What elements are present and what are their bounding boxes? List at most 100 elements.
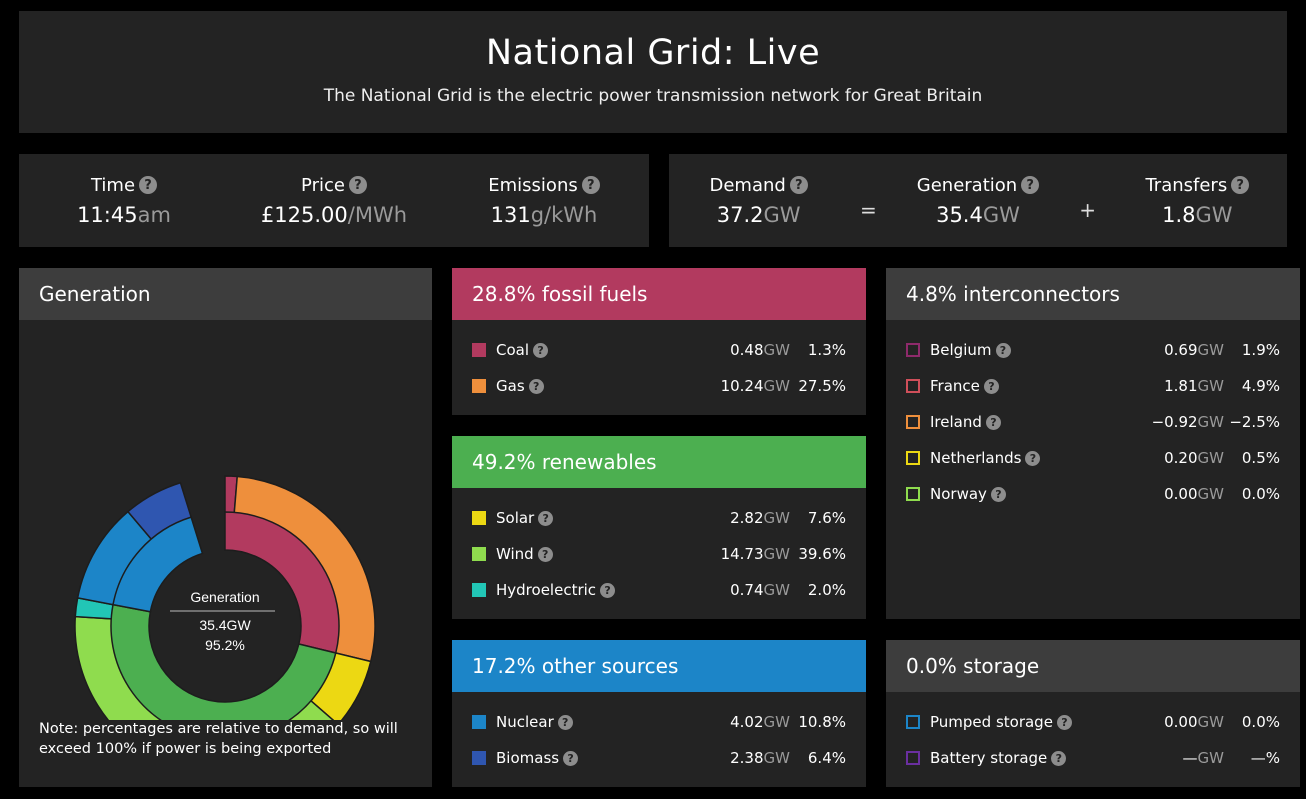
storage-card: 0.0% storage Pumped storage? 0.00GW 0.0% Ba… [886, 640, 1300, 787]
source-pct: 1.9% [1241, 341, 1280, 359]
help-icon[interactable]: ? [348, 176, 367, 194]
price-value: £125.00 [260, 202, 348, 227]
inner-slice-fossil-fuels[interactable] [224, 511, 340, 654]
help-icon[interactable]: ? [983, 378, 999, 394]
source-gw-value: 0.69 [1164, 341, 1198, 359]
help-icon[interactable]: ? [533, 342, 549, 358]
source-name: Coal? [496, 341, 680, 359]
source-gw: 4.02GW [680, 713, 790, 731]
color-swatch [472, 715, 486, 729]
source-row-belgium: Belgium? 0.69GW 1.9% [886, 332, 1300, 368]
source-name: Biomass? [496, 749, 680, 767]
source-gw-unit: GW [1197, 749, 1224, 767]
help-icon[interactable]: ? [1021, 176, 1040, 194]
source-pct: —% [1250, 749, 1280, 767]
source-gw-unit: GW [1197, 485, 1224, 503]
source-pct: −2.5% [1229, 413, 1280, 431]
help-icon[interactable]: ? [139, 176, 158, 194]
color-swatch [472, 511, 486, 525]
source-row-biomass: Biomass? 2.38GW 6.4% [452, 740, 866, 776]
inner-slice-renewables[interactable] [110, 603, 337, 720]
help-icon[interactable]: ? [1051, 750, 1067, 766]
other-sources-title: 17.2% other sources [452, 640, 866, 692]
source-gw-value: 0.00 [1164, 713, 1198, 731]
source-gw: 14.73GW [680, 545, 790, 563]
source-gw-unit: GW [763, 545, 790, 563]
help-icon[interactable]: ? [528, 378, 544, 394]
generation-unit: GW [982, 202, 1020, 227]
page-subtitle: The National Grid is the electric power … [323, 86, 983, 106]
transfers-unit: GW [1195, 202, 1233, 227]
source-row-hydroelectric: Hydroelectric? 0.74GW 2.0% [452, 572, 866, 608]
source-gw-unit: GW [763, 509, 790, 527]
source-gw: 0.74GW [680, 581, 790, 599]
source-name-label: Gas [496, 377, 525, 395]
color-swatch [472, 583, 486, 597]
source-gw: 1.81GW [1114, 377, 1224, 395]
source-name-label: Solar [496, 509, 535, 527]
generation-panel: Generation Generation 35.4GW 95.2% Note:… [19, 268, 432, 787]
source-name-label: Netherlands [930, 449, 1022, 467]
color-swatch [472, 547, 486, 561]
source-pct: 0.0% [1241, 485, 1280, 503]
source-pct: 27.5% [798, 377, 846, 395]
source-gw: 0.20GW [1114, 449, 1224, 467]
source-row-netherlands: Netherlands? 0.20GW 0.5% [886, 440, 1300, 476]
outer-slice-wind[interactable] [74, 615, 338, 720]
price-label: Price [301, 174, 345, 196]
help-icon[interactable]: ? [990, 486, 1006, 502]
transfers-value: 1.8 [1162, 202, 1196, 227]
help-icon[interactable]: ? [538, 510, 554, 526]
help-icon[interactable]: ? [1025, 450, 1041, 466]
generation-value: 35.4 [936, 202, 983, 227]
source-name: Wind? [496, 545, 680, 563]
demand-unit: GW [763, 202, 801, 227]
help-icon[interactable]: ? [985, 414, 1001, 430]
help-icon[interactable]: ? [995, 342, 1011, 358]
storage-title: 0.0% storage [886, 640, 1300, 692]
generation-stat: Generation? 35.4GW [888, 175, 1067, 227]
time-stat: Time? 11:45am [19, 175, 229, 227]
fossil-fuels-card: 28.8% fossil fuels Coal? 0.48GW 1.3% Gas? 10… [452, 268, 866, 415]
source-gw-unit: GW [763, 341, 790, 359]
emissions-stat: Emissions? 131g/kWh [439, 175, 649, 227]
source-pct: 2.0% [807, 581, 846, 599]
emissions-unit: g/kWh [530, 202, 598, 227]
source-pct: 10.8% [798, 713, 846, 731]
source-name: Hydroelectric? [496, 581, 680, 599]
source-pct: 7.6% [807, 509, 846, 527]
time-unit: am [137, 202, 171, 227]
source-row-norway: Norway? 0.00GW 0.0% [886, 476, 1300, 512]
demand-value: 37.2 [716, 202, 764, 227]
source-gw: —GW [1114, 749, 1224, 767]
fossil-fuels-list: Coal? 0.48GW 1.3% Gas? 10.24GW 27.5% [452, 320, 866, 404]
help-icon[interactable]: ? [563, 750, 579, 766]
help-icon[interactable]: ? [581, 176, 600, 194]
source-name-label: Nuclear [496, 713, 554, 731]
source-pct: 1.3% [807, 341, 846, 359]
source-name: France? [930, 377, 1114, 395]
source-gw-value: 14.73 [720, 545, 764, 563]
help-icon[interactable]: ? [789, 176, 808, 194]
demand-stat: Demand? 37.2GW [669, 175, 848, 227]
source-gw-unit: GW [763, 749, 790, 767]
help-icon[interactable]: ? [537, 546, 553, 562]
source-name-label: Biomass [496, 749, 560, 767]
source-gw: 0.48GW [680, 341, 790, 359]
inner-slice-other-sources[interactable] [112, 516, 204, 613]
interconnectors-card: 4.8% interconnectors Belgium? 0.69GW 1.9% F… [886, 268, 1300, 619]
help-icon[interactable]: ? [600, 582, 616, 598]
help-icon[interactable]: ? [1231, 176, 1250, 194]
donut-center-pct: 95.2% [205, 637, 245, 653]
summary-stats: Time? 11:45am Price? £125.00/MWh Emissio… [19, 154, 649, 247]
color-swatch [906, 451, 920, 465]
source-name: Nuclear? [496, 713, 680, 731]
source-name: Ireland? [930, 413, 1114, 431]
help-icon[interactable]: ? [1056, 714, 1072, 730]
source-gw-value: 0.74 [730, 581, 764, 599]
other-sources-list: Nuclear? 4.02GW 10.8% Biomass? 2.38GW 6.4% [452, 692, 866, 776]
source-gw-unit: GW [763, 581, 790, 599]
source-row-pumped-storage: Pumped storage? 0.00GW 0.0% [886, 704, 1300, 740]
help-icon[interactable]: ? [557, 714, 573, 730]
source-name-label: France [930, 377, 980, 395]
